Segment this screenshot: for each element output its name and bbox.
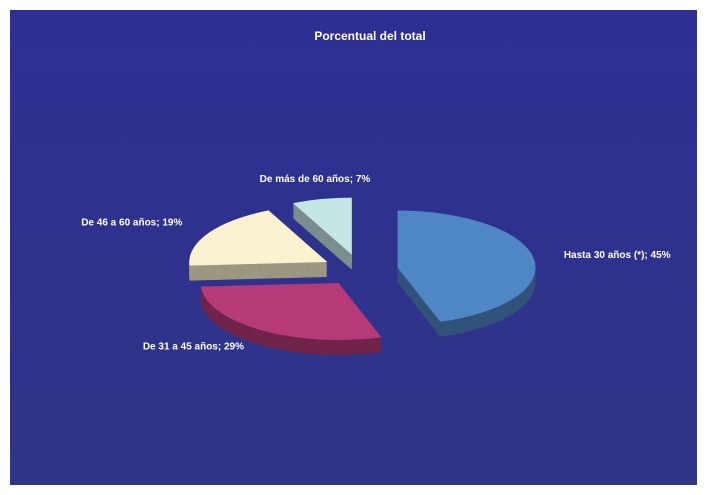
slice <box>397 210 536 337</box>
slice-top <box>200 282 382 340</box>
slice <box>189 210 328 281</box>
slice <box>292 197 352 270</box>
data-label: De más de 60 años; 7% <box>260 174 371 185</box>
slice-top <box>292 197 352 255</box>
slice-top <box>397 210 536 322</box>
slice <box>200 282 382 355</box>
data-label: De 31 a 45 años; 29% <box>143 341 244 352</box>
slice-top <box>189 210 328 266</box>
data-label: Hasta 30 años (*); 45% <box>564 250 671 261</box>
plot-background <box>10 10 697 485</box>
chart-title: Porcentual del total <box>314 29 425 43</box>
data-label: De 46 a 60 años; 19% <box>81 217 182 228</box>
